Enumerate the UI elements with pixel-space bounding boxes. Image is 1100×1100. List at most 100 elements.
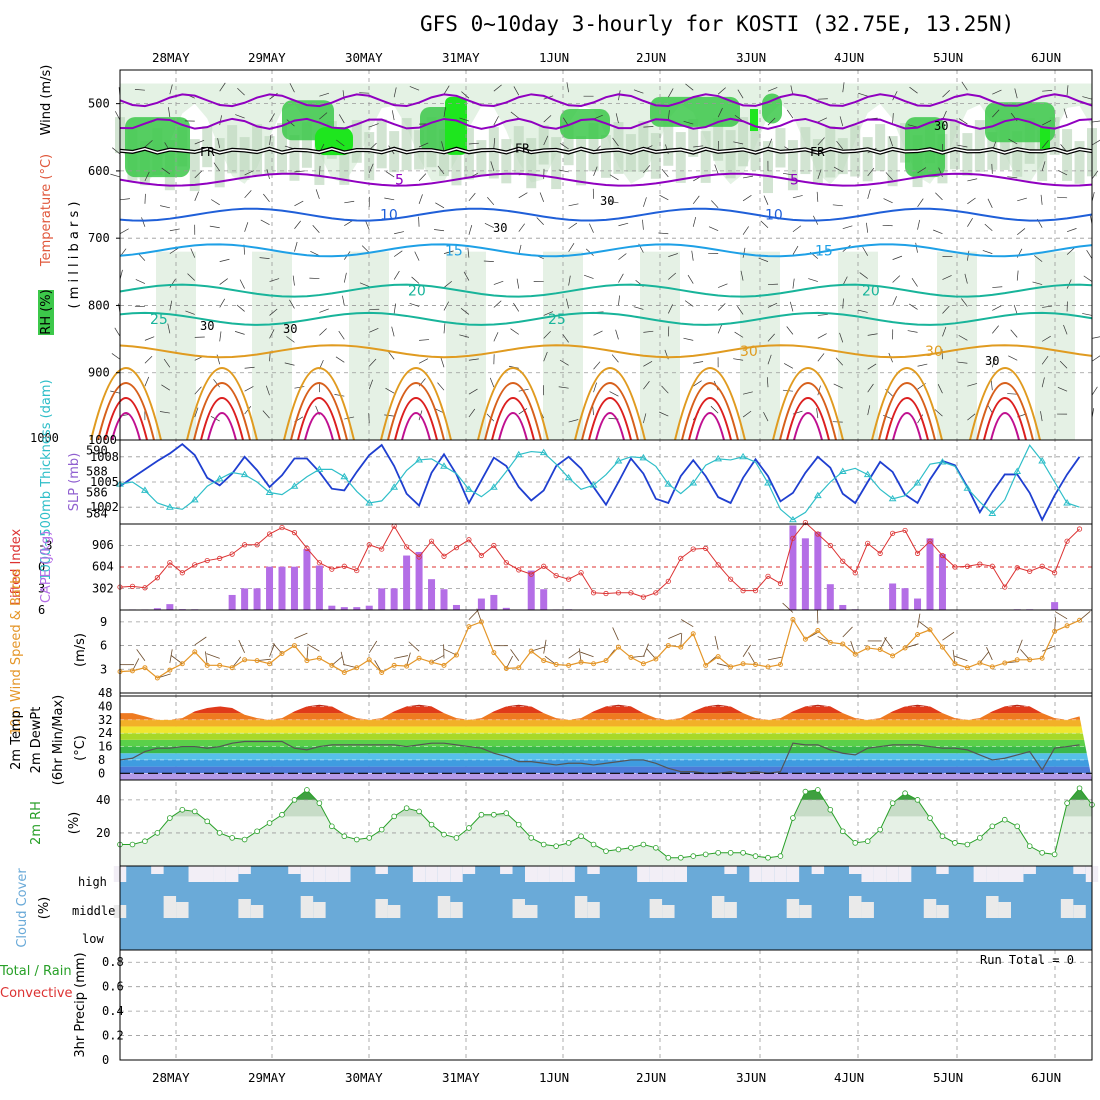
wind-point bbox=[154, 675, 160, 681]
temp-tick: 0 bbox=[98, 766, 105, 780]
wind-point bbox=[615, 644, 621, 650]
surface-wind-barb bbox=[681, 619, 694, 628]
rh2m-point bbox=[702, 851, 709, 858]
wind-barb bbox=[568, 419, 579, 423]
wind-point bbox=[1014, 657, 1020, 663]
surface-wind-barb bbox=[136, 649, 146, 661]
li-point bbox=[291, 529, 298, 536]
wind-point bbox=[964, 665, 970, 671]
date-label-bottom: 30MAY bbox=[345, 1070, 383, 1085]
wind-point bbox=[765, 664, 771, 670]
rh-label: 30 bbox=[934, 119, 948, 133]
wind-barb bbox=[518, 223, 525, 232]
warm-dome bbox=[878, 382, 936, 441]
wind-barb bbox=[487, 197, 495, 206]
wind-barb bbox=[259, 257, 270, 259]
wind-barb bbox=[792, 278, 795, 289]
temp-band bbox=[120, 766, 1092, 774]
wind-barb bbox=[1091, 386, 1098, 396]
wind-point bbox=[553, 662, 559, 668]
li-point bbox=[989, 563, 995, 569]
rh2m-point bbox=[989, 823, 996, 830]
rh2m-point bbox=[902, 790, 908, 797]
wind-barb bbox=[608, 201, 619, 204]
li-point bbox=[566, 576, 572, 582]
warm-dome bbox=[885, 397, 929, 441]
wind-barb bbox=[742, 247, 746, 258]
wind-point bbox=[715, 654, 721, 660]
wind-barb bbox=[967, 413, 976, 421]
thickness-point bbox=[514, 450, 523, 458]
wind-barb bbox=[786, 326, 794, 335]
cape-bar bbox=[452, 604, 460, 610]
temp-band bbox=[120, 726, 1092, 734]
wind-barb bbox=[817, 137, 825, 146]
wind-barb bbox=[833, 383, 843, 389]
surface-wind-barb bbox=[643, 643, 649, 657]
warm-dome bbox=[871, 367, 943, 441]
rh2m-point bbox=[565, 840, 572, 846]
rh-patch bbox=[351, 120, 362, 163]
li-point bbox=[690, 546, 696, 552]
li-point bbox=[266, 531, 273, 537]
wind-barb bbox=[219, 82, 226, 92]
cloud-gap-high bbox=[724, 866, 737, 874]
wind-barb bbox=[110, 173, 121, 178]
li-point bbox=[865, 540, 871, 546]
wind-barb bbox=[568, 275, 571, 286]
wind-barb bbox=[859, 272, 868, 279]
cloud-gap-high bbox=[500, 866, 513, 874]
wind-barb bbox=[468, 225, 473, 235]
wind-barb bbox=[443, 280, 452, 288]
wind-barb bbox=[743, 175, 753, 179]
surface-wind-barb bbox=[307, 643, 320, 652]
rh-patch bbox=[301, 122, 312, 168]
wind-barb bbox=[510, 111, 519, 119]
rh2m-point bbox=[877, 826, 883, 833]
wind-barb bbox=[611, 354, 619, 363]
wind-point bbox=[229, 665, 235, 671]
li-axis-label: Lifted Index bbox=[9, 528, 24, 605]
cape-bar bbox=[540, 589, 548, 610]
cloud-gap-high bbox=[886, 866, 899, 882]
rh-patch bbox=[576, 136, 587, 186]
rh2m-point bbox=[977, 835, 983, 841]
surface-wind-barb bbox=[1054, 611, 1068, 620]
wind-barb bbox=[265, 385, 270, 396]
wind-barb bbox=[219, 115, 222, 126]
thickness-point bbox=[165, 503, 174, 510]
rh2m-point bbox=[142, 838, 148, 844]
date-label-bottom: 5JUN bbox=[933, 1070, 963, 1085]
wind-barb bbox=[786, 109, 794, 119]
li-point bbox=[777, 580, 784, 587]
isotherm-label: 10 bbox=[380, 208, 398, 224]
cloud-gap-high bbox=[525, 866, 538, 882]
thickness-line bbox=[119, 444, 1080, 521]
cloud-gap-middle bbox=[936, 905, 949, 918]
cloud-gap-high bbox=[288, 866, 301, 874]
wind-barb bbox=[643, 126, 654, 128]
surface-wind-barb bbox=[340, 651, 345, 666]
wind-barb bbox=[163, 358, 171, 368]
thickness-point bbox=[1063, 499, 1071, 506]
rh-patch bbox=[962, 133, 973, 176]
wind-barb bbox=[289, 299, 295, 309]
wind-point bbox=[852, 651, 858, 657]
wind-barb bbox=[835, 357, 844, 366]
wind-barb bbox=[159, 411, 170, 414]
isotherm-20 bbox=[119, 283, 1093, 298]
wind-barb bbox=[459, 334, 470, 338]
wind-barb bbox=[343, 272, 347, 283]
wind-barb bbox=[443, 107, 446, 118]
date-label-top: 4JUN bbox=[834, 50, 864, 65]
wind-point bbox=[1077, 617, 1083, 623]
wind-barb bbox=[435, 202, 445, 209]
wind-barb bbox=[733, 358, 744, 361]
wind-barb bbox=[583, 274, 594, 279]
wind-barb bbox=[543, 115, 552, 123]
rh2m-point bbox=[154, 830, 161, 836]
rh2m-point bbox=[827, 806, 834, 813]
isotherm-label: 15 bbox=[815, 243, 833, 259]
wind-barb bbox=[668, 272, 677, 280]
rh2m-point bbox=[204, 818, 211, 825]
